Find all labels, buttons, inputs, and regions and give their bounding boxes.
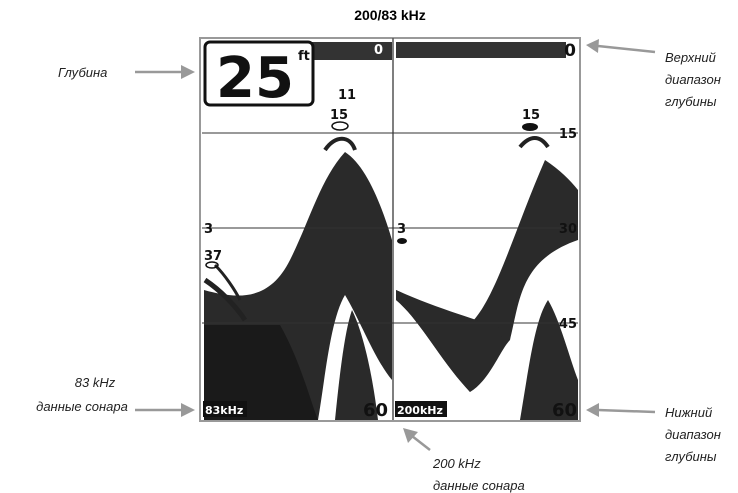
annotation: Верхний: [665, 50, 716, 65]
frequency: 83kHz: [205, 404, 243, 417]
bottom-range: 60: [552, 400, 577, 421]
fish-label: 11: [338, 88, 356, 103]
fish-label: 15: [522, 108, 540, 123]
annotation: диапазон: [665, 427, 721, 442]
sonar-left: [203, 42, 392, 420]
depth-unit: ft: [298, 49, 310, 64]
fish-label: 3: [397, 222, 406, 237]
top-range: 0: [374, 43, 383, 58]
fish-label: 37: [204, 249, 222, 264]
fish-label: 15: [330, 108, 348, 123]
annotation: Глубина: [58, 65, 107, 80]
bottom-range: 60: [363, 400, 388, 421]
annotation: данные сонара: [433, 478, 525, 493]
sonar-right: [396, 42, 578, 420]
top-range: 0: [564, 41, 576, 61]
annotation: диапазон: [665, 72, 721, 87]
depth-mark: 15: [559, 127, 577, 142]
title: 200/83 kHz: [354, 7, 426, 23]
arrows: [135, 39, 656, 451]
annotation: глубины: [665, 94, 717, 109]
annotation: 83 kHz: [75, 375, 116, 390]
depth-mark: 30: [559, 222, 577, 237]
annotation: Нижний: [665, 405, 712, 420]
frequency: 200kHz: [397, 404, 443, 417]
depth-box: [203, 40, 315, 107]
fish-label: 3: [204, 222, 213, 237]
depth-value: 25: [216, 46, 294, 111]
annotation: данные сонара: [36, 399, 128, 414]
annotation: 200 kHz: [432, 456, 481, 471]
depth-mark: 45: [559, 317, 577, 332]
annotation: глубины: [665, 449, 717, 464]
